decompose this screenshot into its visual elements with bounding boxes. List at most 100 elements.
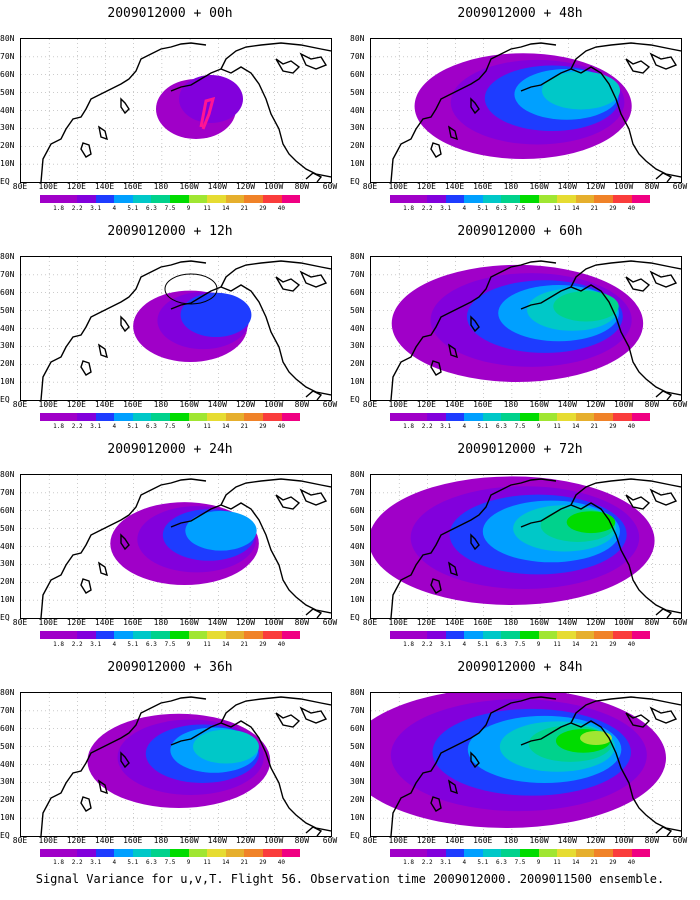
colorbar-tick-label: 40 <box>627 859 636 866</box>
colorbar-tick-label: 4 <box>462 423 467 430</box>
colorbar-tick-label: 5.1 <box>477 205 489 212</box>
coastline <box>40 42 207 182</box>
coastline <box>570 478 681 506</box>
colorbar-swatch <box>95 195 115 203</box>
colorbar-tick-label: 3.1 <box>440 859 452 866</box>
longitude-tick-label: 160E <box>473 400 493 409</box>
coastline <box>649 270 678 288</box>
colorbar-tick-label: 7.5 <box>514 423 526 430</box>
map-plot-area <box>370 692 682 837</box>
longitude-tick-label: 180 <box>153 836 169 845</box>
colorbar-swatch <box>482 631 502 639</box>
colorbar-tick-label: 7.5 <box>164 859 176 866</box>
colorbar-tick-label: 4 <box>112 859 117 866</box>
latitude-tick-label: 60N <box>0 69 15 79</box>
colorbar <box>390 413 651 421</box>
colorbar-labels: 1.8 2.2 3.1 4 5.1 6.3 7.5 9 11 14 21 29 40 <box>40 859 300 867</box>
longitude-tick-label: 80W <box>644 182 660 191</box>
latitude-tick-label: EQ <box>0 395 10 404</box>
colorbar-swatch <box>244 849 263 857</box>
colorbar-tick-label: 40 <box>627 641 636 648</box>
longitude-tick-label: 160W <box>179 400 199 409</box>
coastline <box>40 696 207 836</box>
colorbar-tick-label: 4 <box>462 641 467 648</box>
colorbar-swatch <box>114 195 133 203</box>
coastline <box>80 578 92 594</box>
coastline <box>220 42 331 70</box>
coastline <box>570 42 681 70</box>
colorbar-swatch <box>244 195 263 203</box>
latitude-tick-label: 30N <box>0 777 15 787</box>
map-plot-area <box>370 38 682 183</box>
colorbar-tick-label: 11 <box>203 423 211 430</box>
map-svg <box>371 693 681 836</box>
colorbar-swatch <box>262 195 282 203</box>
longitude-tick-label: 120E <box>416 182 436 191</box>
map-svg <box>21 39 331 182</box>
colorbar-tick-label: 21 <box>590 859 598 866</box>
colorbar-tick-label: 9 <box>536 641 541 648</box>
colorbar-swatch <box>132 413 152 421</box>
longitude-tick-label: 160W <box>529 400 549 409</box>
colorbar-tick-label: 14 <box>572 859 580 866</box>
map-panel: 2009012000 + 84h 80N 70N 60N 50N 40N 30N 20N 10N… <box>350 654 690 866</box>
longitude-tick-label: 80E <box>12 836 28 845</box>
colorbar-tick-label: 3.1 <box>440 423 452 430</box>
colorbar-tick-label: 5.1 <box>127 641 139 648</box>
longitude-tick-label: 180 <box>503 836 519 845</box>
colorbar-swatch <box>40 631 59 639</box>
colorbar-labels: 1.8 2.2 3.1 4 5.1 6.3 7.5 9 11 14 21 29 40 <box>390 205 650 213</box>
colorbar-tick-label: 40 <box>277 423 286 430</box>
colorbar-swatch <box>225 849 245 857</box>
colorbar-tick-label: 3.1 <box>90 205 102 212</box>
longitude-tick-label: 140W <box>207 618 227 627</box>
colorbar-swatch <box>207 631 226 639</box>
latitude-tick-label: 70N <box>0 487 15 497</box>
colorbar-tick-label: 4 <box>462 859 467 866</box>
variance-contour-fill <box>180 292 252 337</box>
colorbar-swatch <box>281 849 301 857</box>
coastline <box>430 142 442 158</box>
coastline <box>390 696 557 836</box>
variance-contour-fill <box>553 291 619 322</box>
figure-caption: Signal Variance for u,v,T. Flight 56. Ob… <box>35 872 665 886</box>
longitude-tick-label: 100E <box>388 836 408 845</box>
colorbar-tick-label: 29 <box>259 641 267 648</box>
colorbar-swatch <box>427 413 446 421</box>
latitude-tick-label: 70N <box>350 705 365 715</box>
colorbar <box>390 631 651 639</box>
colorbar-tick-label: 5.1 <box>127 423 139 430</box>
colorbar-tick-label: 29 <box>259 423 267 430</box>
latitude-tick-label: EQ <box>0 177 10 186</box>
colorbar-labels: 1.8 2.2 3.1 4 5.1 6.3 7.5 9 11 14 21 29 40 <box>40 423 300 431</box>
colorbar-tick-label: 1.8 <box>403 423 414 430</box>
colorbar-swatch <box>114 849 133 857</box>
panel-title: 2009012000 + 60h <box>457 224 583 239</box>
colorbar-swatch <box>281 195 301 203</box>
longitude-tick-label: 80W <box>294 836 310 845</box>
coastline <box>470 315 480 333</box>
colorbar-swatch <box>538 849 558 857</box>
colorbar-tick-label: 9 <box>186 423 191 430</box>
variance-contour-fill <box>185 510 257 551</box>
latitude-tick-label: 20N <box>350 795 365 805</box>
coastline <box>447 125 458 141</box>
colorbar-swatch <box>445 849 465 857</box>
longitude-tick-label: 100E <box>388 182 408 191</box>
latitude-tick-label: 30N <box>350 123 365 133</box>
colorbar-tick-label: 5.1 <box>477 423 489 430</box>
colorbar-tick-label: 11 <box>203 641 211 648</box>
longitude-tick-label: 120E <box>66 400 86 409</box>
colorbar-swatch <box>40 195 59 203</box>
colorbar-swatch <box>538 195 558 203</box>
colorbar-labels: 1.8 2.2 3.1 4 5.1 6.3 7.5 9 11 14 21 29 40 <box>390 423 650 431</box>
coastline <box>520 720 681 832</box>
colorbar-swatch <box>390 631 409 639</box>
longitude-tick-label: 120W <box>235 836 256 845</box>
colorbar-swatch <box>464 849 483 857</box>
longitude-tick-label: 80W <box>294 400 310 409</box>
latitude-tick-label: 80N <box>0 34 15 43</box>
latitude-tick-label: 20N <box>0 141 15 151</box>
colorbar-tick-label: 2.2 <box>421 641 433 648</box>
colorbar-swatch <box>170 413 189 421</box>
